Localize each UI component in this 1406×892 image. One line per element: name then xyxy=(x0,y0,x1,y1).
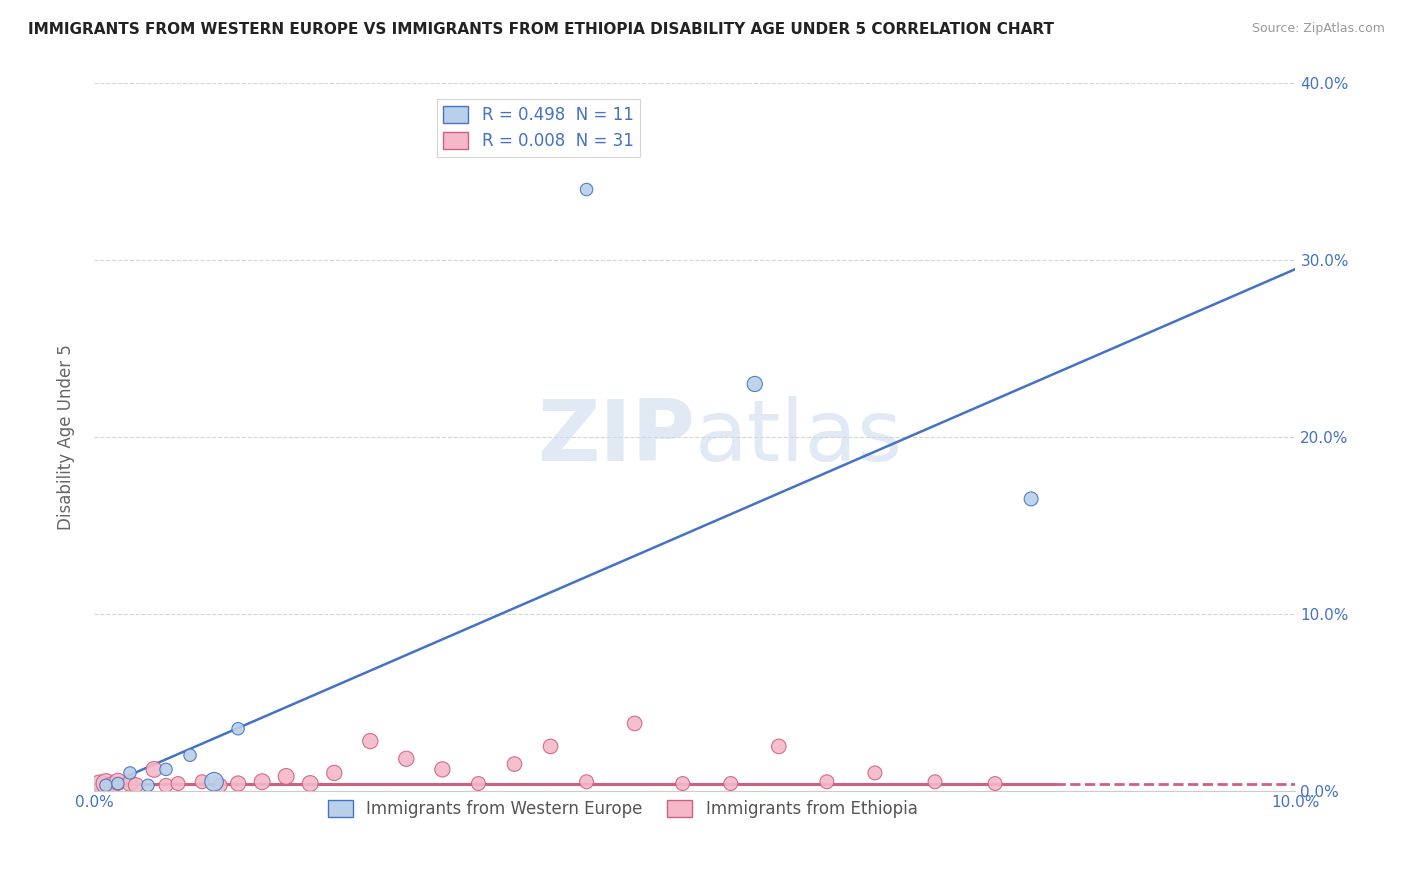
Point xyxy=(984,776,1007,790)
Text: IMMIGRANTS FROM WESTERN EUROPE VS IMMIGRANTS FROM ETHIOPIA DISABILITY AGE UNDER : IMMIGRANTS FROM WESTERN EUROPE VS IMMIGR… xyxy=(28,22,1054,37)
Point xyxy=(720,776,742,790)
Point xyxy=(191,774,214,789)
Legend: Immigrants from Western Europe, Immigrants from Ethiopia: Immigrants from Western Europe, Immigran… xyxy=(321,793,924,825)
Point xyxy=(575,774,598,789)
Point xyxy=(202,774,225,789)
Point xyxy=(1019,491,1042,506)
Point xyxy=(118,766,141,780)
Y-axis label: Disability Age Under 5: Disability Age Under 5 xyxy=(58,344,75,530)
Point xyxy=(323,766,346,780)
Point xyxy=(815,774,838,789)
Point xyxy=(125,778,148,792)
Point xyxy=(226,722,249,736)
Point xyxy=(863,766,886,780)
Point xyxy=(107,776,129,790)
Point xyxy=(744,376,766,391)
Text: ZIP: ZIP xyxy=(537,395,695,478)
Point xyxy=(623,716,645,731)
Point xyxy=(143,763,166,777)
Point xyxy=(94,778,117,792)
Point xyxy=(250,774,273,789)
Point xyxy=(118,776,141,790)
Point xyxy=(432,763,454,777)
Point xyxy=(136,778,159,792)
Point xyxy=(209,778,232,792)
Point xyxy=(276,769,298,783)
Point xyxy=(155,778,177,792)
Point xyxy=(503,757,526,772)
Point xyxy=(359,734,381,748)
Point xyxy=(101,778,124,792)
Point xyxy=(89,780,111,794)
Point xyxy=(575,182,598,196)
Point xyxy=(167,776,190,790)
Point xyxy=(395,752,418,766)
Point xyxy=(540,739,562,754)
Point xyxy=(226,776,249,790)
Point xyxy=(299,776,322,790)
Point xyxy=(107,774,129,789)
Point xyxy=(179,748,201,763)
Point xyxy=(94,776,117,790)
Text: atlas: atlas xyxy=(695,395,903,478)
Point xyxy=(924,774,946,789)
Point xyxy=(155,763,177,777)
Point xyxy=(467,776,489,790)
Point xyxy=(768,739,790,754)
Text: Source: ZipAtlas.com: Source: ZipAtlas.com xyxy=(1251,22,1385,36)
Point xyxy=(672,776,695,790)
